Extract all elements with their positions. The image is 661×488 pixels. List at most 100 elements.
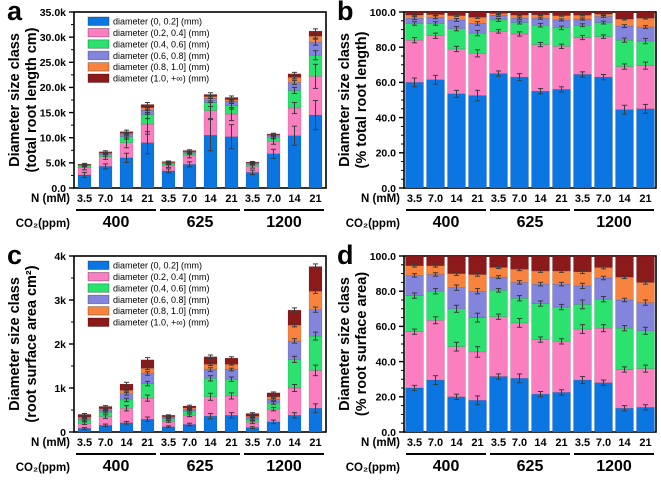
bar-segment-d10-inf	[615, 255, 634, 278]
y-tick-label: 0.0	[381, 427, 396, 439]
bar-segment-d10-inf	[447, 255, 466, 274]
chart-b: 0.0 20.0 40.0 60.0 80.0 100.0 3.5 7.0 14 21 3.5 7.0…	[346, 7, 657, 231]
error-bar	[642, 404, 649, 411]
error-bar	[102, 407, 109, 410]
y-tick-label: 3k	[54, 295, 66, 307]
error-bar	[186, 161, 193, 168]
error-bar	[411, 384, 418, 392]
y-tick-label: 20.0	[376, 148, 397, 160]
error-bar	[186, 404, 193, 408]
x-n-label: 14	[618, 193, 631, 205]
error-bar	[291, 412, 298, 419]
error-bar	[621, 297, 628, 303]
error-bar	[249, 160, 256, 164]
x-n-label: 3.5	[77, 437, 92, 449]
x-n-label: 7.0	[428, 437, 443, 449]
error-bar	[474, 312, 481, 323]
bar-segment-d0-02	[552, 89, 571, 189]
y-tick-label: 40.0	[376, 112, 397, 124]
legend-swatch-d04-06	[87, 39, 110, 49]
y-tick-label: 2k	[54, 339, 66, 351]
bar-segment-d0-02	[426, 379, 445, 433]
error-bar	[495, 12, 502, 15]
x-n-label: 14	[534, 193, 547, 205]
y-axis-title-c: Diameter size class (root surface area c…	[1, 249, 47, 439]
x-n-label: 21	[555, 193, 567, 205]
co2-group-label: 625	[187, 214, 214, 231]
x-n-label: 21	[225, 193, 237, 205]
x-n-label: 7.0	[266, 193, 281, 205]
error-bar	[123, 388, 130, 392]
bar-segment-d02-04	[489, 31, 508, 74]
bar-segment-d0-02	[594, 76, 613, 189]
error-bar	[270, 132, 277, 136]
x-n-label: 21	[225, 437, 237, 449]
error-bar	[516, 317, 523, 328]
panel-letter-c: c	[7, 240, 23, 270]
error-bar	[312, 263, 319, 270]
error-bar	[432, 32, 439, 39]
bar-segment-d0-02	[426, 79, 445, 189]
x-n-label: 3.5	[407, 437, 422, 449]
error-bar	[495, 29, 502, 34]
bar-segment-d0-02	[98, 166, 113, 189]
x-n-label: 14	[120, 193, 133, 205]
bar-segment-d02-04	[594, 36, 613, 78]
error-bar	[537, 22, 544, 28]
error-bar	[249, 169, 256, 176]
error-bar	[144, 366, 151, 371]
bar-segment-d06-08	[615, 299, 634, 329]
bar-segment-d0-02	[489, 376, 508, 433]
bar-segment-d0-02	[615, 109, 634, 189]
error-bar	[207, 119, 214, 152]
bar-segment-d10-inf	[552, 255, 571, 272]
error-bar	[411, 263, 418, 268]
x-n-label: 14	[450, 193, 463, 205]
co2-axis-label: CO₂(ppm)	[16, 462, 70, 474]
error-bar	[495, 275, 502, 280]
error-bar	[558, 281, 565, 287]
error-bar	[312, 288, 319, 294]
error-bar	[600, 275, 607, 281]
bar-segment-d0-02	[447, 93, 466, 189]
error-bar	[579, 269, 586, 275]
x-n-label: 7.0	[596, 193, 611, 205]
error-bar	[537, 269, 544, 273]
error-bar	[207, 367, 214, 372]
x-n-label: 7.0	[512, 193, 527, 205]
error-bar	[312, 28, 319, 34]
bar-segment-d04-06	[615, 327, 634, 370]
bar-segment-d0-02	[594, 382, 613, 433]
error-bar	[411, 37, 418, 44]
bar-segment-d06-08	[552, 283, 571, 308]
error-bar	[474, 288, 481, 295]
x-n-label: 3.5	[77, 193, 92, 205]
error-bar	[495, 70, 502, 77]
x-n-label: 21	[141, 193, 153, 205]
bar-segment-d04-06	[426, 291, 445, 321]
y-tick-label: 4k	[54, 251, 66, 263]
legend-swatch-d06-08	[87, 294, 110, 305]
error-bar	[579, 13, 586, 17]
error-bar	[270, 401, 277, 405]
y-axis-title-a-line2: (total root length cm)	[24, 27, 40, 173]
error-bar	[537, 300, 544, 307]
legend-label: diameter (1.0, +∞) (mm)	[113, 318, 209, 328]
bar-segment-d0-02	[531, 90, 550, 189]
error-bar	[474, 89, 481, 102]
error-bar	[642, 37, 649, 45]
error-bar	[537, 41, 544, 48]
bar-segment-d04-06	[636, 330, 655, 369]
error-bar	[270, 391, 277, 395]
error-bar	[249, 420, 256, 425]
y-axis-title-a: Diameter size class (total root length c…	[1, 5, 47, 195]
error-bar	[249, 426, 256, 429]
error-bar	[207, 92, 214, 97]
error-bar	[270, 398, 277, 401]
legend-swatch-d0-02	[87, 260, 110, 270]
error-bar	[558, 389, 565, 396]
legend-swatch-d0-02	[87, 16, 110, 26]
bar-segment-d02-04	[426, 320, 445, 381]
error-bar	[621, 63, 628, 70]
error-bar	[579, 34, 586, 41]
